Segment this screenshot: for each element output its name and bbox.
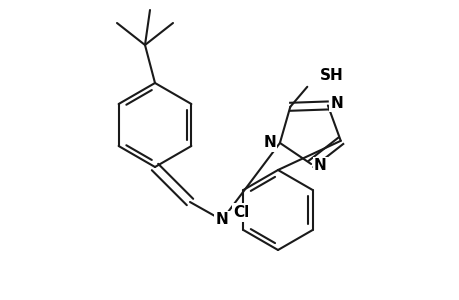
Text: SH: SH — [319, 68, 343, 83]
Text: N: N — [215, 212, 228, 227]
Text: N: N — [330, 96, 343, 111]
Text: Cl: Cl — [233, 205, 249, 220]
Text: N: N — [263, 135, 275, 150]
Text: N: N — [313, 158, 326, 173]
